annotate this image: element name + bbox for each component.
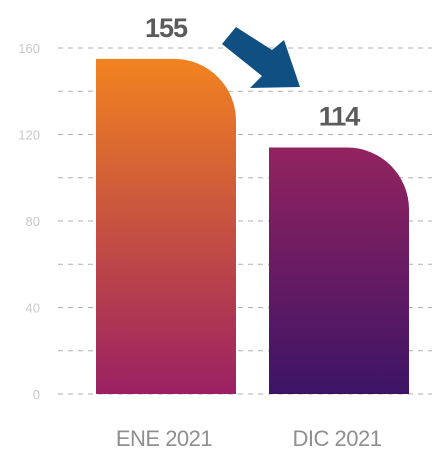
data-labels: 155 114 (145, 13, 361, 132)
data-label: 114 (319, 101, 361, 131)
x-axis-ticks: ENE 2021 DIC 2021 (116, 426, 382, 451)
y-tick-label: 80 (26, 214, 40, 229)
y-tick-label: 120 (18, 128, 40, 143)
y-tick-label: 160 (18, 41, 40, 56)
trend-arrow (222, 27, 300, 88)
y-axis-ticks: 0 40 80 120 160 (18, 41, 40, 402)
bar-ene-2021 (96, 58, 236, 394)
bar-dic-2021 (269, 147, 409, 394)
x-tick-label: ENE 2021 (116, 426, 213, 451)
arrow-down-right-icon (222, 27, 300, 88)
data-label: 155 (145, 13, 188, 43)
x-tick-label: DIC 2021 (293, 426, 382, 451)
y-tick-label: 0 (33, 387, 40, 402)
y-tick-label: 40 (26, 301, 40, 316)
bars (96, 58, 409, 394)
